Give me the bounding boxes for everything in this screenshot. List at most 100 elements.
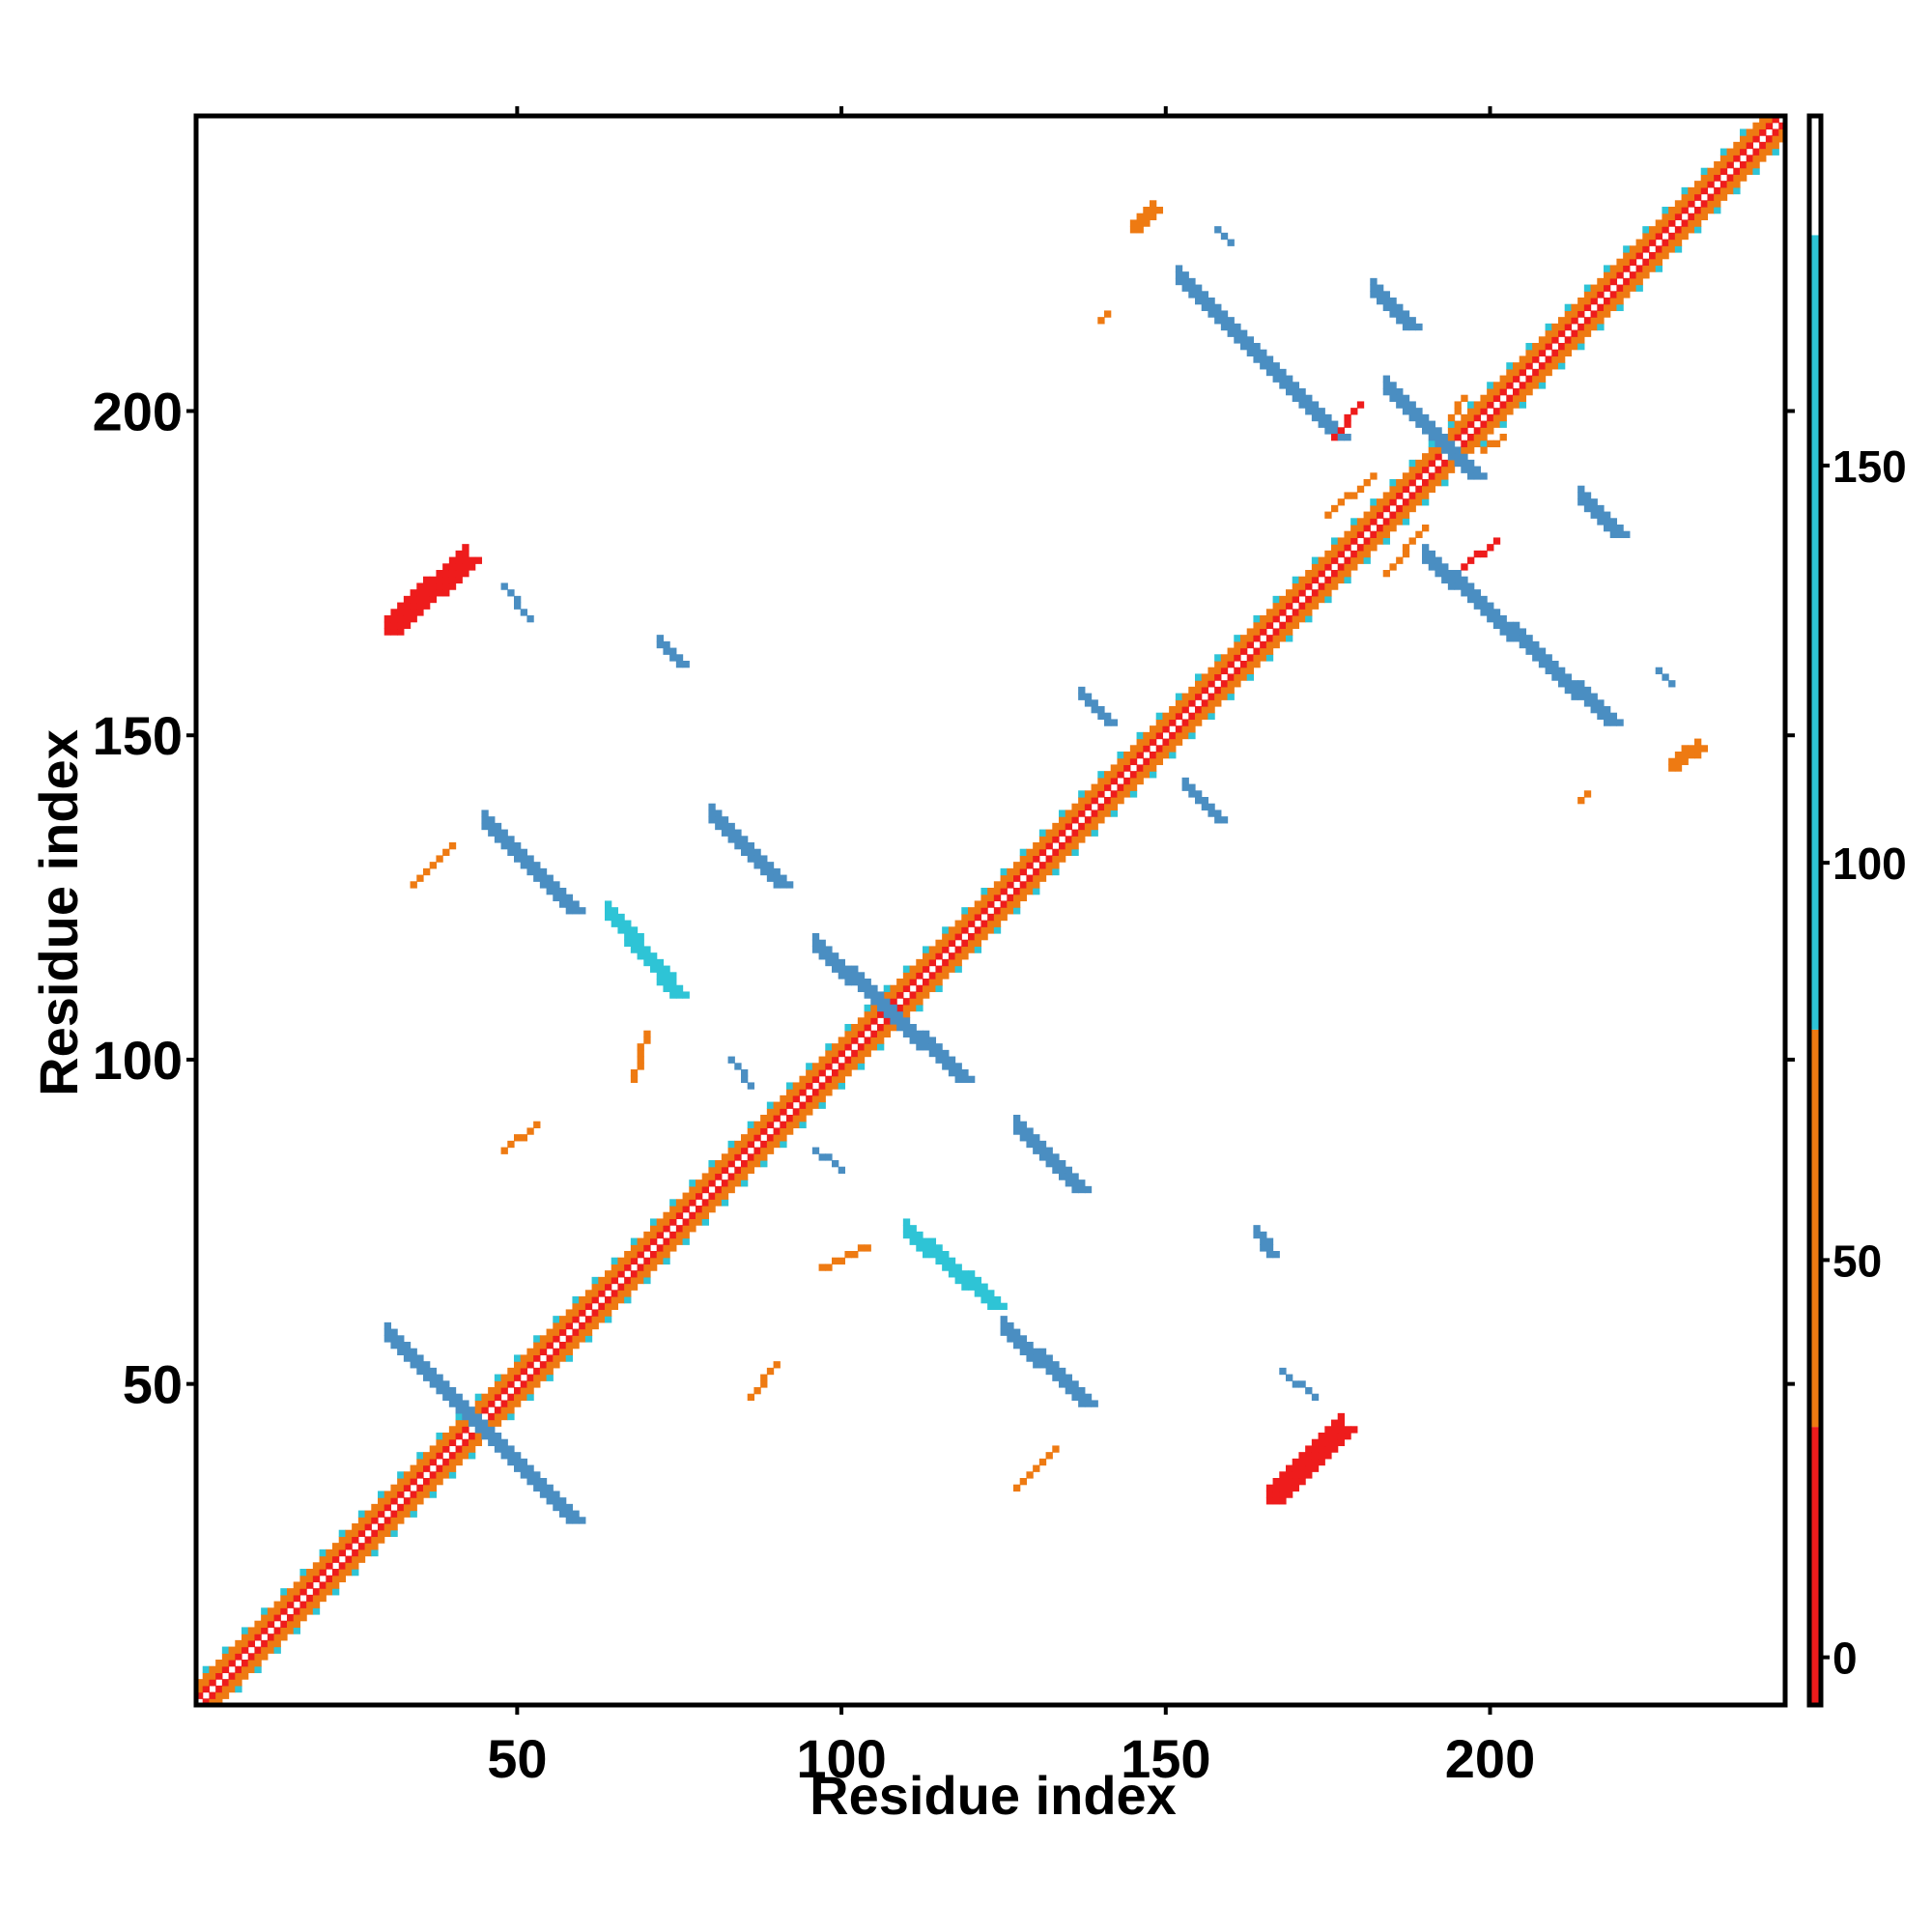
heatmap-cell <box>1765 148 1774 156</box>
heatmap-cell <box>1026 1127 1034 1135</box>
heatmap-cell <box>734 836 742 843</box>
heatmap-cell <box>533 1478 541 1486</box>
heatmap-cell <box>780 874 787 882</box>
heatmap-cell <box>1123 777 1131 785</box>
heatmap-cell <box>572 1342 580 1350</box>
heatmap-cell <box>1305 602 1313 610</box>
heatmap-cell <box>675 654 684 662</box>
heatmap-cell <box>1007 907 1014 915</box>
heatmap-cell <box>780 1108 787 1116</box>
heatmap-cell <box>1292 589 1300 597</box>
heatmap-cell <box>1492 609 1501 616</box>
heatmap-cell <box>902 965 911 973</box>
heatmap-cell <box>708 1206 716 1213</box>
heatmap-cell <box>1571 310 1578 318</box>
heatmap-cell <box>624 1283 632 1291</box>
heatmap-cell <box>1389 298 1397 305</box>
heatmap-cell <box>902 984 911 993</box>
heatmap-cell <box>221 1691 230 1699</box>
heatmap-cell <box>455 1433 463 1440</box>
heatmap-cell <box>1473 602 1482 610</box>
heatmap-cell <box>469 1445 476 1453</box>
heatmap-cell <box>1019 848 1028 857</box>
heatmap-cell <box>1000 1302 1008 1311</box>
heatmap-cell <box>1525 343 1533 351</box>
heatmap-cell <box>442 1438 450 1447</box>
heatmap-cell <box>514 1400 522 1407</box>
heatmap-cell <box>1279 1367 1287 1376</box>
heatmap-cell <box>1726 161 1734 169</box>
heatmap-cell <box>1583 504 1592 513</box>
heatmap-cell <box>384 1529 392 1538</box>
heatmap-cell <box>390 1491 398 1498</box>
heatmap-cell <box>734 1147 742 1154</box>
heatmap-cell <box>1609 712 1618 721</box>
heatmap-cell <box>1136 219 1144 227</box>
heatmap-cell <box>1428 434 1436 441</box>
heatmap-cell <box>721 1179 729 1187</box>
heatmap-cell <box>1590 291 1598 298</box>
heatmap-cell <box>857 1056 866 1064</box>
heatmap-cell <box>916 1037 923 1044</box>
heatmap-cell <box>514 1134 522 1142</box>
heatmap-cell <box>1759 155 1767 162</box>
heatmap-cell <box>1337 544 1346 552</box>
heatmap-cell <box>656 1225 665 1233</box>
heatmap-cell <box>1084 790 1093 798</box>
heatmap-cell <box>1272 615 1280 623</box>
heatmap-cell <box>267 1614 275 1622</box>
heatmap-cell <box>825 1089 833 1096</box>
heatmap-cell <box>1162 719 1170 726</box>
heatmap-cell <box>916 1043 923 1051</box>
heatmap-cell <box>565 1316 574 1323</box>
heatmap-cell <box>669 1244 677 1252</box>
heatmap-cell <box>721 816 729 824</box>
heatmap-cell <box>287 1614 295 1622</box>
heatmap-cell <box>825 1264 833 1271</box>
heatmap-cell <box>643 952 651 960</box>
heatmap-cell <box>1143 207 1151 214</box>
heatmap-cell <box>546 1374 554 1381</box>
heatmap-cell <box>514 1393 522 1402</box>
heatmap-cell <box>811 1094 820 1103</box>
heatmap-cell <box>1616 258 1624 267</box>
heatmap-cell <box>1007 894 1014 902</box>
heatmap-cell <box>715 1166 723 1175</box>
heatmap-cell <box>1272 628 1280 636</box>
heatmap-cell <box>1454 576 1462 584</box>
heatmap-cell <box>643 1244 651 1252</box>
heatmap-cell <box>1292 615 1300 623</box>
heatmap-cell <box>565 1309 574 1317</box>
heatmap-cell <box>637 1043 644 1051</box>
heatmap-cell <box>780 1121 787 1129</box>
heatmap-cell <box>1019 881 1028 889</box>
heatmap-cell <box>1169 752 1177 759</box>
heatmap-cell <box>559 900 567 908</box>
heatmap-cell <box>1571 329 1578 337</box>
heatmap-cell <box>806 1082 813 1090</box>
heatmap-cell <box>715 816 723 824</box>
heatmap-cell <box>1571 303 1578 312</box>
heatmap-cell <box>1253 1231 1261 1239</box>
heatmap-cell <box>1441 563 1449 571</box>
heatmap-cell <box>410 1497 417 1505</box>
heatmap-cell <box>1487 394 1494 403</box>
heatmap-cell <box>559 1354 567 1362</box>
heatmap-cell <box>235 1679 242 1687</box>
heatmap-cell <box>1408 401 1416 409</box>
heatmap-cell <box>1071 1179 1079 1187</box>
heatmap-cell <box>1195 298 1203 305</box>
heatmap-cell <box>1286 1471 1293 1479</box>
heatmap-cell <box>397 1478 405 1486</box>
heatmap-cell <box>727 1153 735 1161</box>
heatmap-cell <box>481 1393 489 1402</box>
heatmap-cell <box>1000 1328 1008 1336</box>
heatmap-cell <box>1402 479 1410 487</box>
heatmap-cell <box>1071 816 1079 824</box>
heatmap-cell <box>267 1639 275 1648</box>
heatmap-cell <box>656 979 665 986</box>
heatmap-cell <box>1480 427 1488 435</box>
heatmap-cell <box>942 958 950 967</box>
heatmap-cell <box>1422 420 1430 428</box>
heatmap-cell <box>565 1348 574 1356</box>
